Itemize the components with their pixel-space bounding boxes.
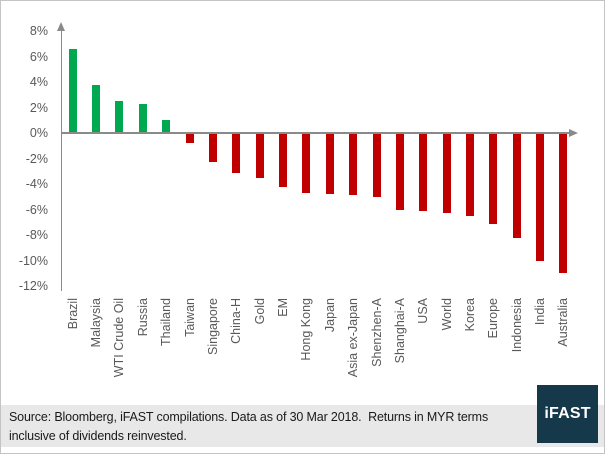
y-tick-label: -8% — [25, 228, 48, 242]
y-tick-label: -2% — [25, 151, 48, 166]
y-axis-line — [60, 30, 62, 291]
y-tick-label: 6% — [29, 49, 48, 64]
bar-indonesia — [512, 133, 521, 238]
y-tick-label: -4% — [25, 177, 48, 191]
bar-thailand — [162, 120, 171, 133]
x-tick-label: Shenzhen-A — [369, 298, 384, 367]
bar-world — [442, 133, 451, 214]
y-tick-label: 2% — [29, 100, 48, 115]
bar-europe — [489, 133, 498, 224]
ifast-logo: iFAST — [537, 385, 598, 443]
arrow-up-icon — [56, 22, 65, 31]
x-tick-label: Indonesia — [509, 298, 524, 353]
x-tick-label: Australia — [556, 298, 571, 347]
source-text: Source: Bloomberg, iFAST compilations. D… — [9, 410, 492, 443]
x-tick-label: EM — [276, 298, 291, 317]
bar-singapore — [208, 133, 217, 163]
bar-gold — [255, 133, 264, 178]
x-tick-label: Korea — [462, 298, 477, 332]
x-tick-label: Taiwan — [182, 298, 197, 337]
returns-bar-chart: 8% 6% 4% 2% 0% -2% -4% -6% -8% -10% -12% Brazil Mal… — [1, 1, 604, 401]
bar-wti-crude-oil — [115, 101, 124, 133]
bar-china-h — [232, 133, 241, 173]
x-tick-label: Hong Kong — [299, 298, 314, 361]
bar-hong-kong — [302, 133, 311, 193]
bar-shanghai-a — [395, 133, 404, 210]
x-tick-label: Japan — [322, 298, 337, 333]
bar-shenzhen-a — [372, 133, 381, 197]
x-tick-label: Brazil — [65, 298, 80, 330]
bar-em — [279, 133, 288, 187]
bar-asia-ex-japan — [349, 133, 358, 196]
x-tick-label: Shanghai-A — [392, 298, 407, 364]
arrow-right-icon — [569, 128, 578, 137]
bar-russia — [138, 103, 147, 133]
y-tick-label: 4% — [29, 75, 48, 89]
x-tick-label: Gold — [252, 298, 267, 325]
bar-usa — [419, 133, 428, 211]
bar-australia — [559, 133, 568, 274]
x-tick-label: Russia — [135, 298, 150, 337]
y-tick-label: -12% — [18, 279, 48, 293]
x-tick-label: Malaysia — [89, 298, 104, 348]
x-tick-label: WTI Crude Oil — [112, 298, 127, 378]
y-tick-label: -6% — [25, 202, 48, 217]
ifast-logo-text: iFAST — [544, 405, 591, 422]
bar-india — [536, 133, 545, 261]
x-tick-label: China-H — [229, 298, 244, 344]
source-footer: Source: Bloomberg, iFAST compilations. D… — [1, 405, 604, 447]
bar-korea — [465, 133, 474, 216]
bar-japan — [325, 133, 334, 195]
x-axis-line — [61, 132, 570, 134]
x-tick-label: Singapore — [205, 298, 220, 355]
bar-brazil — [68, 48, 77, 133]
x-tick-label: USA — [416, 298, 431, 324]
x-tick-label: India — [533, 298, 548, 326]
y-tick-label: -10% — [18, 253, 48, 268]
y-tick-label: 0% — [29, 126, 48, 140]
y-tick-label: 8% — [29, 24, 48, 38]
x-tick-label: World — [439, 298, 454, 331]
x-tick-label: Europe — [486, 298, 501, 339]
bar-taiwan — [185, 133, 194, 144]
x-tick-label: Asia ex-Japan — [346, 298, 361, 378]
bar-malaysia — [92, 84, 101, 133]
x-tick-label: Thailand — [159, 298, 174, 346]
